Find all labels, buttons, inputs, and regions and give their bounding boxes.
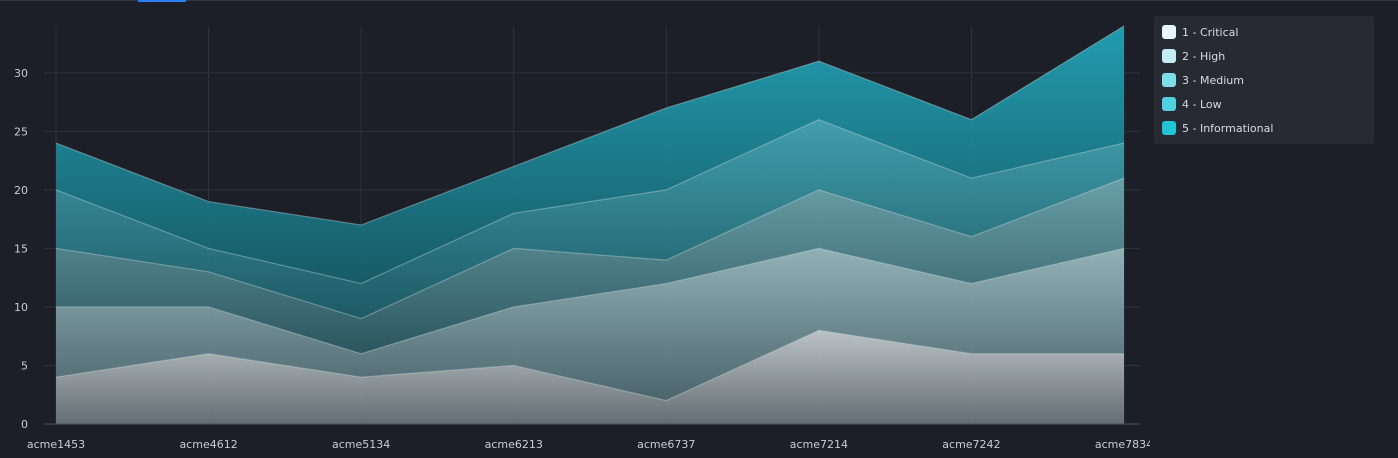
x-tick-label: acme6213 [485, 438, 543, 451]
y-tick-label: 25 [14, 125, 28, 138]
x-tick-label: acme7214 [790, 438, 848, 451]
stacked-area-chart: 0 5 10 15 20 25 30 acme1453 acme4612 acme5134 acme… [14, 25, 1150, 451]
area-series-2[interactable] [56, 248, 1124, 401]
legend-item[interactable]: 1 - Critical [1162, 24, 1238, 40]
chart-legend: 1 - Critical 2 - High 3 - Medium 4 - Low 5 -… [1154, 16, 1374, 144]
y-tick-label: 10 [14, 301, 28, 314]
legend-item[interactable]: 4 - Low [1162, 96, 1222, 112]
x-tick-label: acme1453 [27, 438, 85, 451]
top-border [0, 0, 1398, 1]
x-tick-label: acme5134 [332, 438, 390, 451]
legend-item[interactable]: 2 - High [1162, 48, 1225, 64]
y-tick-label: 30 [14, 67, 28, 80]
area-line-series-2 [56, 247, 1125, 355]
legend-label: 5 - Informational [1182, 121, 1274, 135]
area-series-1[interactable] [56, 330, 1124, 424]
x-tick-label: acme6737 [637, 438, 695, 451]
active-tab-indicator [138, 0, 186, 2]
legend-swatch [1162, 121, 1176, 135]
area-series-3[interactable] [56, 178, 1124, 354]
x-tick-label: acme4612 [179, 438, 237, 451]
area-line-series-5 [55, 25, 1125, 226]
x-tick-label: acme7834 [1095, 438, 1150, 451]
legend-swatch [1162, 73, 1176, 87]
y-tick-label: 15 [14, 242, 28, 255]
area-series-5[interactable] [56, 26, 1124, 284]
legend-swatch [1162, 49, 1176, 63]
area-line-series-3 [55, 177, 1125, 320]
legend-label: 3 - Medium [1182, 73, 1244, 87]
legend-label: 4 - Low [1182, 97, 1222, 111]
x-tick-label: acme7242 [942, 438, 1000, 451]
area-line-series-4 [55, 118, 1125, 285]
legend-item[interactable]: 3 - Medium [1162, 72, 1244, 88]
y-tick-label: 0 [21, 418, 28, 431]
legend-label: 1 - Critical [1182, 25, 1239, 39]
y-tick-label: 20 [14, 184, 28, 197]
y-tick-label: 5 [21, 359, 28, 372]
area-line-series-1 [55, 329, 1124, 402]
legend-swatch [1162, 25, 1176, 39]
area-series-4[interactable] [56, 119, 1124, 319]
legend-item[interactable]: 5 - Informational [1162, 120, 1273, 136]
legend-swatch [1162, 97, 1176, 111]
legend-label: 2 - High [1182, 49, 1226, 63]
